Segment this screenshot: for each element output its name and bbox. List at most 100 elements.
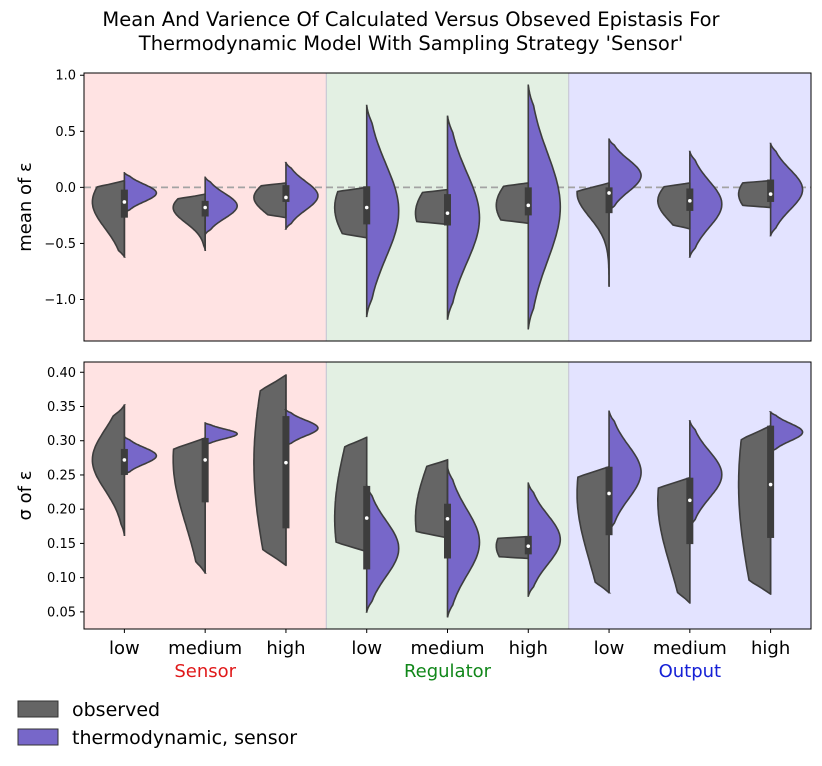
violin-observed-sigma-3	[333, 436, 368, 553]
violin-thermodynamic-mean-6	[608, 138, 642, 213]
median-point-mean-4	[445, 211, 450, 215]
median-point-sigma-6	[607, 491, 611, 496]
violin-observed-sigma-0	[91, 404, 126, 536]
chart-title-line-2: Thermodynamic Model With Sampling Strate…	[138, 32, 683, 55]
iqr-box-sigma-8	[767, 425, 775, 538]
violin-thermodynamic-mean-3	[365, 104, 400, 318]
y-tick-label: −1.0	[44, 293, 76, 308]
y-tick-label: 0.25	[47, 468, 76, 483]
median-point-sigma-2	[284, 460, 288, 465]
x-tick-label-medium: medium	[653, 638, 727, 659]
group-label-sensor: Sensor	[174, 661, 236, 682]
iqr-box-mean-8	[767, 179, 775, 202]
violin-thermodynamic-mean-2	[284, 161, 319, 230]
violin-observed-sigma-2	[253, 374, 287, 567]
x-tick-label-low: low	[109, 638, 140, 659]
bottom-panel-sigma: 0.40 0.35 0.30 0.25 0.20 0.15 0.10 0.05 σ of ε	[15, 361, 812, 630]
median-point-mean-7	[688, 199, 692, 203]
median-point-mean-3	[364, 205, 369, 210]
median-point-sigma-7	[688, 498, 692, 503]
x-axis: low medium high low medium high low medium high S…	[109, 629, 790, 682]
top-panel-mean: 1.0 0.5 0.0 −0.5 −1.0 mean of ε	[15, 69, 812, 342]
violin-observed-mean-4	[414, 188, 449, 226]
iqr-box-mean-5	[524, 187, 532, 216]
iqr-box-sigma-3	[363, 485, 371, 570]
chart-title-line-1: Mean And Varience Of Calculated Versus O…	[102, 8, 720, 31]
violin-observed-mean-5	[495, 182, 530, 225]
iqr-box-sigma-7	[686, 477, 694, 545]
x-tick-label-high: high	[509, 638, 548, 659]
x-tick-label-low: low	[351, 638, 382, 659]
iqr-box-sigma-2	[282, 416, 290, 529]
iqr-box-mean-2	[282, 185, 290, 202]
violin-thermodynamic-mean-8	[769, 142, 804, 237]
violin-thermodynamic-mean-5	[527, 84, 562, 330]
y-tick-label: 0.30	[47, 434, 76, 449]
y-tick-label: 0.15	[47, 537, 76, 552]
median-point-mean-2	[284, 195, 288, 200]
median-point-sigma-3	[364, 516, 369, 520]
median-point-mean-1	[203, 205, 207, 210]
violin-observed-mean-7	[657, 182, 691, 230]
legend-swatch-thermodynamic	[17, 728, 59, 746]
y-axis-label-sigma: σ of ε	[15, 471, 36, 521]
legend-swatch-observed	[17, 700, 59, 718]
x-tick-label-high: high	[751, 638, 790, 659]
median-point-mean-6	[607, 191, 611, 195]
median-point-sigma-4	[445, 516, 450, 521]
x-tick-label-medium: medium	[168, 638, 242, 659]
iqr-box-sigma-1	[201, 437, 209, 503]
y-tick-label: 0.20	[47, 503, 76, 518]
violin-observed-mean-1	[172, 193, 207, 251]
group-label-output: Output	[659, 661, 722, 682]
iqr-box-sigma-4	[444, 503, 451, 559]
violin-observed-mean-8	[737, 179, 772, 209]
y-tick-label: 0.35	[47, 400, 76, 415]
median-point-sigma-0	[122, 458, 127, 462]
y-tick-label: 0.40	[47, 366, 76, 381]
violin-thermodynamic-mean-1	[204, 176, 239, 236]
legend: observed thermodynamic, sensor	[17, 699, 297, 749]
legend-label-observed: observed	[72, 699, 160, 721]
axes-frame	[83, 72, 812, 342]
y-tick-label: 1.0	[55, 69, 76, 84]
median-point-mean-0	[122, 200, 127, 204]
x-tick-label-high: high	[266, 638, 305, 659]
violin-thermodynamic-sigma-1	[204, 422, 239, 446]
violin-thermodynamic-sigma-4	[446, 467, 481, 618]
violin-observed-sigma-5	[495, 535, 530, 560]
violin-thermodynamic-sigma-7	[688, 420, 723, 530]
iqr-box-sigma-6	[605, 466, 613, 536]
violin-thermodynamic-sigma-6	[608, 410, 642, 534]
median-point-sigma-5	[526, 544, 531, 548]
violin-thermodynamic-mean-0	[123, 172, 158, 214]
violin-thermodynamic-mean-4	[446, 115, 481, 320]
violin-thermodynamic-sigma-3	[365, 484, 400, 613]
violin-observed-mean-3	[333, 186, 368, 239]
median-point-sigma-1	[203, 458, 207, 462]
x-tick-label-medium: medium	[411, 638, 485, 659]
violin-observed-sigma-6	[576, 465, 612, 594]
violin-observed-mean-2	[253, 182, 287, 219]
violin-observed-mean-0	[91, 179, 126, 258]
violin-observed-sigma-7	[657, 476, 691, 604]
iqr-box-mean-3	[363, 186, 371, 225]
iqr-box-mean-6	[605, 187, 613, 214]
violin-thermodynamic-mean-7	[688, 150, 723, 258]
x-tick-label-low: low	[594, 638, 625, 659]
y-tick-label: −0.5	[44, 237, 76, 252]
median-point-mean-8	[768, 192, 773, 196]
violin-observed-sigma-4	[414, 458, 449, 539]
violin-observed-sigma-8	[737, 424, 772, 595]
violin-thermodynamic-sigma-0	[123, 435, 158, 476]
iqr-box-sigma-0	[120, 448, 128, 475]
y-axis-label-mean: mean of ε	[15, 162, 36, 252]
iqr-box-mean-4	[444, 194, 451, 226]
median-point-sigma-8	[768, 482, 773, 487]
y-tick-label: 0.5	[55, 125, 76, 140]
y-tick-label: 0.10	[47, 571, 76, 586]
violin-thermodynamic-sigma-2	[283, 409, 319, 447]
violin-thermodynamic-sigma-5	[527, 482, 562, 597]
y-tick-label: 0.0	[55, 181, 76, 196]
